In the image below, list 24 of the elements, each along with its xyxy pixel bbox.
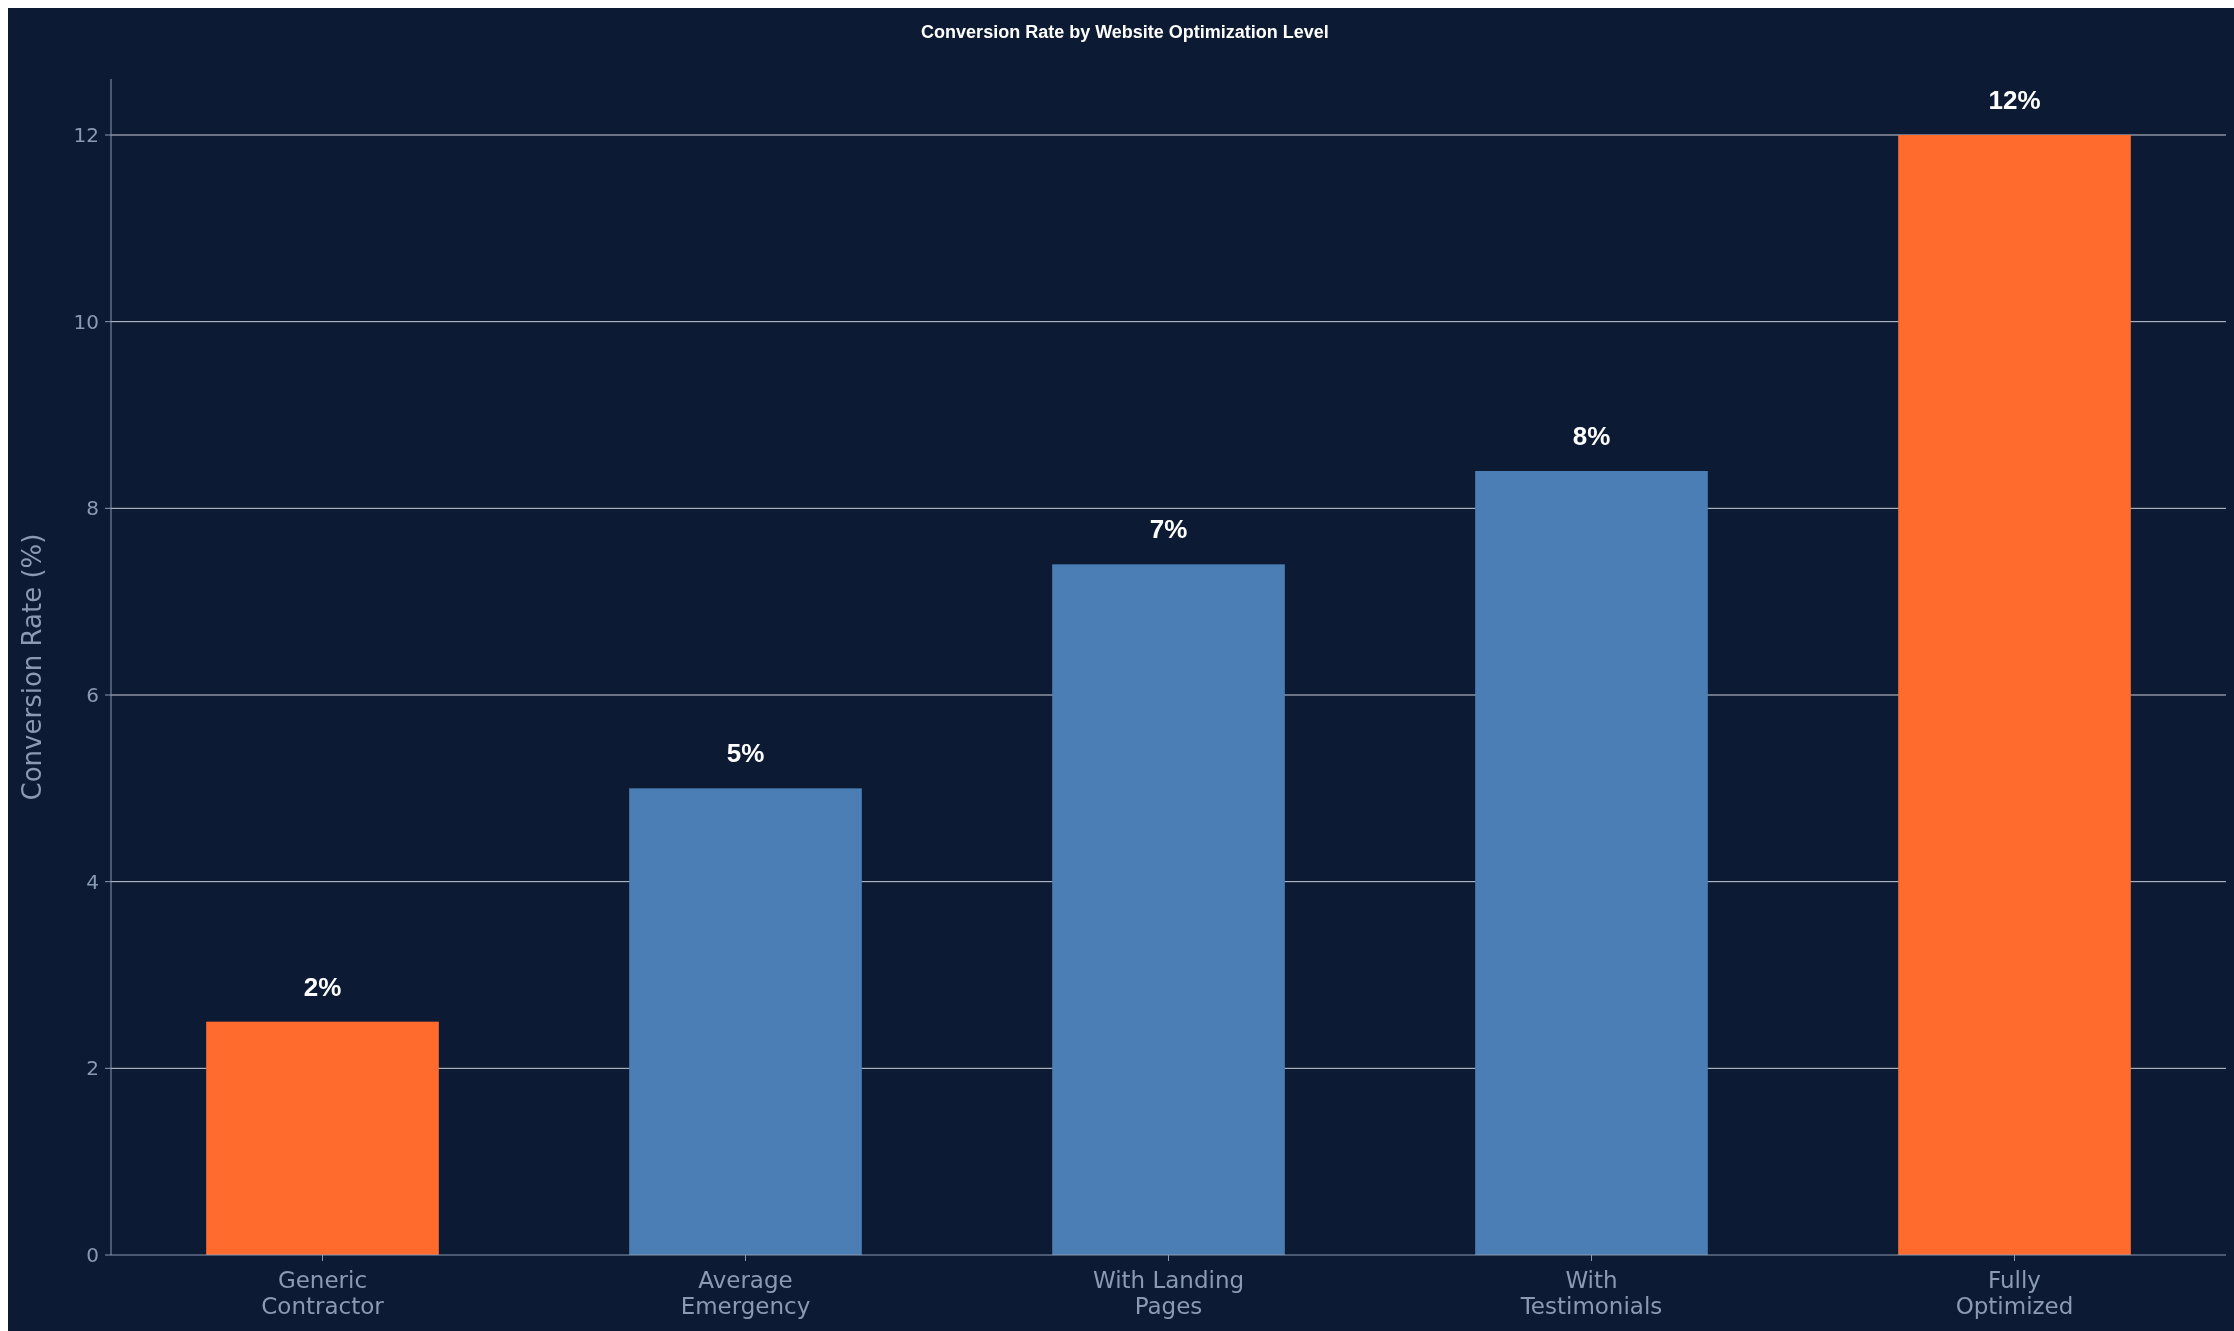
y-tick-label: 4: [86, 869, 99, 894]
chart-title: Conversion Rate by Website Optimization Level: [921, 22, 1329, 42]
bar: [1898, 135, 2131, 1255]
y-tick-label: 12: [73, 123, 99, 147]
x-tick-label: Fully Optimized: [1955, 1267, 2074, 1319]
bar: [629, 788, 862, 1255]
y-tick-label: 10: [73, 309, 99, 334]
data-label: 2%: [303, 971, 342, 1002]
data-label: 7%: [1149, 514, 1188, 545]
data-label: 5%: [726, 738, 765, 769]
data-label: 8%: [1572, 421, 1611, 451]
y-tick-label: 0: [86, 1243, 99, 1267]
bar: [1052, 564, 1285, 1255]
data-label: 12%: [1988, 85, 2041, 115]
y-axis-title: Conversion Rate (%): [17, 533, 47, 801]
x-tick-label: With Landing Pages: [1092, 1267, 1245, 1319]
x-tick-label: Generic Contractor: [261, 1267, 385, 1319]
y-tick-label: 8: [86, 496, 99, 521]
bar: [1475, 471, 1708, 1255]
y-tick-label: 2: [86, 1056, 99, 1081]
x-tick-label: With Testimonials: [1519, 1267, 1663, 1319]
y-tick-label: 6: [86, 683, 99, 707]
x-tick-label: Average Emergency: [680, 1267, 811, 1319]
bar: [206, 1021, 439, 1255]
